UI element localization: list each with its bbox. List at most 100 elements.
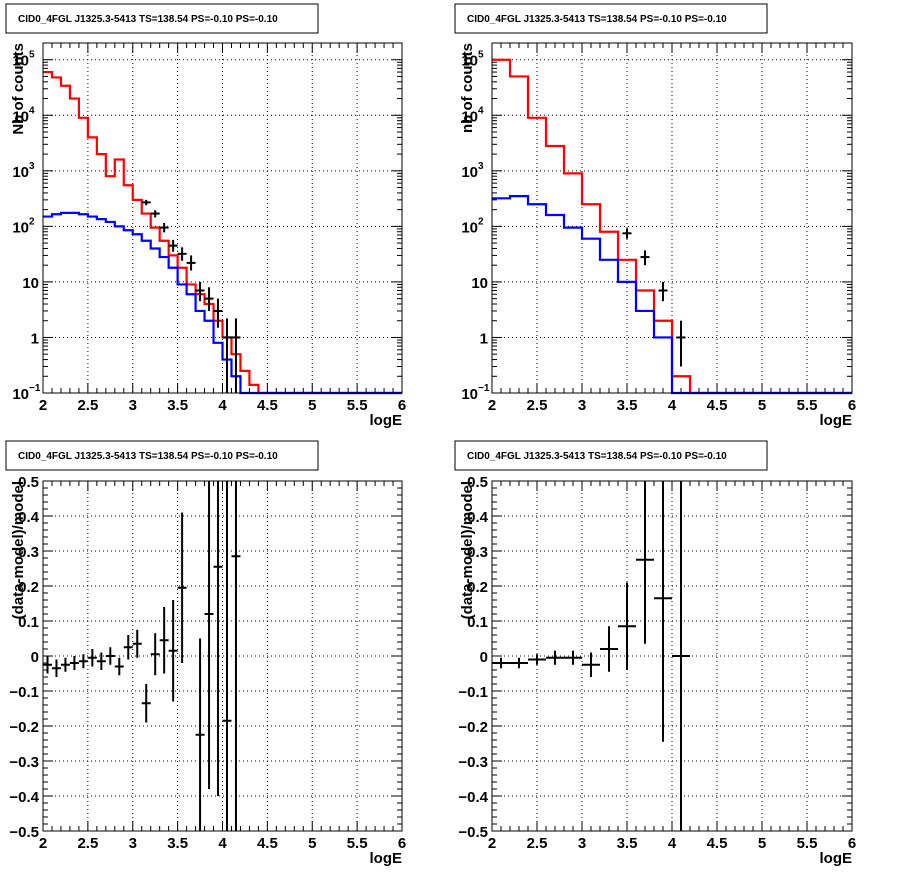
x-tick-label: 2 <box>488 397 496 414</box>
data-point <box>622 228 632 239</box>
y-tick-label: −0.5 <box>458 824 488 841</box>
data-point <box>564 650 582 665</box>
y-tick-label-exponent: −1 <box>29 383 41 394</box>
x-tick-label: 5 <box>308 835 316 852</box>
y-tick-label: 0.4 <box>467 509 489 526</box>
y-tick-label-exponent: −1 <box>478 383 490 394</box>
y-tick-label-exponent: 5 <box>478 50 484 61</box>
plot-frame <box>42 42 403 394</box>
y-tick-label-base: 0.2 <box>18 579 39 596</box>
x-tick-label: 3 <box>129 397 137 414</box>
data-point <box>186 255 196 271</box>
y-tick-label-base: 0.1 <box>467 614 488 631</box>
y-tick-label: −0.1 <box>458 684 488 701</box>
y-tick-label: 0.2 <box>467 579 488 596</box>
x-tick-label: 4 <box>218 835 227 852</box>
y-tick-label-exponent: 5 <box>29 50 35 61</box>
y-tick-label: 10 <box>22 275 39 292</box>
y-tick-label-base: 10 <box>22 275 39 292</box>
y-tick-label: 1 <box>480 330 488 347</box>
y-tick-label-base: 0.1 <box>18 614 39 631</box>
y-tick-label-base: −0.5 <box>9 824 39 841</box>
x-tick-label: 2.5 <box>527 397 548 414</box>
y-tick-label: 10 <box>461 53 478 70</box>
data-point <box>141 199 151 206</box>
y-tick-label-base: −0.1 <box>458 684 488 701</box>
x-tick-label: 6 <box>848 835 856 852</box>
data-point <box>177 512 187 663</box>
y-tick-label-base: 10 <box>461 164 478 181</box>
y-tick-label-base: 0 <box>31 649 39 666</box>
chart-panel-p2: CID0_4FGL J1325.3-5413 TS=138.54 PS=-0.1… <box>454 3 856 429</box>
x-axis-label: logE <box>370 850 403 867</box>
x-tick-label: 2.5 <box>527 835 548 852</box>
y-tick-label-base: −0.3 <box>458 754 488 771</box>
y-axis-label: Nb of counts <box>10 43 27 135</box>
y-tick-label-base: −0.4 <box>9 789 39 806</box>
y-tick-label-exponent: 4 <box>478 105 484 116</box>
plot-frame <box>491 42 853 394</box>
x-tick-label: 3.5 <box>167 835 188 852</box>
data-point <box>87 649 97 667</box>
title-box <box>5 440 319 471</box>
x-tick-label: 4 <box>668 397 677 414</box>
y-tick-label: 0.1 <box>18 614 39 631</box>
x-axis-label: logE <box>370 412 403 429</box>
y-tick-label-base: 0.5 <box>467 474 488 491</box>
chart-title: CID0_4FGL J1325.3-5413 TS=138.54 PS=-0.1… <box>467 451 727 462</box>
y-tick-label-base: 0.4 <box>18 509 40 526</box>
y-tick-label: 10 <box>461 386 478 403</box>
y-tick-label-exponent: 3 <box>478 161 484 172</box>
data-point <box>195 281 205 302</box>
y-tick-label: 0.4 <box>18 509 40 526</box>
x-tick-label: 4.5 <box>707 397 728 414</box>
y-tick-label: 10 <box>461 219 478 236</box>
data-point <box>222 318 232 393</box>
title-box <box>454 440 768 471</box>
y-tick-label-base: 0.3 <box>467 544 488 561</box>
data-point <box>658 281 668 302</box>
data-point <box>231 318 241 393</box>
y-tick-label-base: 10 <box>461 108 478 125</box>
x-tick-label: 3 <box>578 397 586 414</box>
y-tick-label-base: 10 <box>461 386 478 403</box>
x-tick-label: 5.5 <box>797 397 818 414</box>
x-tick-label: 4 <box>668 835 677 852</box>
data-point <box>546 650 564 665</box>
data-point <box>636 481 654 644</box>
data-point <box>510 657 528 669</box>
y-tick-label-base: 10 <box>12 108 29 125</box>
plot-frame <box>491 480 853 832</box>
y-axis-label: nb of counts <box>459 43 476 133</box>
y-tick-label-base: 0.5 <box>18 474 39 491</box>
data-point <box>640 250 650 266</box>
y-tick-label: 10 <box>471 275 488 292</box>
y-tick-label: 0.1 <box>467 614 488 631</box>
y-tick-label: −0.4 <box>458 789 488 806</box>
data-point <box>222 481 232 831</box>
y-tick-label-base: 10 <box>12 164 29 181</box>
data-point <box>676 320 686 367</box>
y-tick-label-exponent: 2 <box>478 216 484 227</box>
x-axis-label: logE <box>820 850 853 867</box>
x-tick-label: 2 <box>39 397 47 414</box>
data-point <box>132 629 142 658</box>
y-tick-label: 0.3 <box>467 544 488 561</box>
y-tick-label-base: −0.4 <box>458 789 488 806</box>
y-tick-label: 0.3 <box>18 544 39 561</box>
x-tick-label: 2 <box>39 835 47 852</box>
data-point <box>51 659 61 677</box>
data-point <box>672 481 690 831</box>
data-point <box>177 247 187 261</box>
y-axis-label: (data-model)/model <box>10 481 27 619</box>
y-tick-label: 1 <box>31 330 39 347</box>
data-point <box>60 657 70 672</box>
y-tick-label: 0.5 <box>18 474 39 491</box>
y-tick-label: 10 <box>461 108 478 125</box>
data-point <box>150 633 160 676</box>
y-tick-label-base: 10 <box>471 275 488 292</box>
x-tick-label: 5.5 <box>347 397 368 414</box>
data-point <box>168 600 178 702</box>
data-point <box>141 684 151 723</box>
y-tick-label: −0.1 <box>9 684 39 701</box>
